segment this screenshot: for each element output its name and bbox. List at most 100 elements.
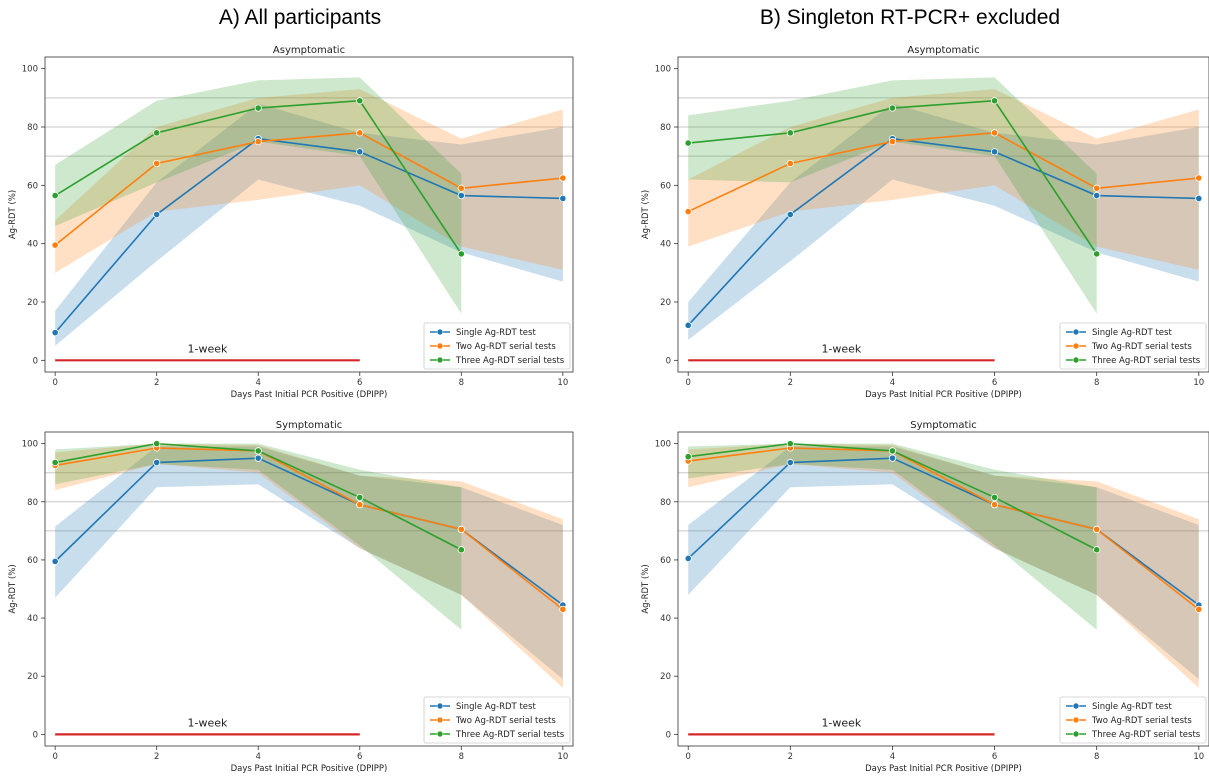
legend-label: Three Ag-RDT serial tests	[1091, 730, 1201, 740]
ci-band-series-1	[55, 103, 563, 346]
legend-swatch-marker	[1072, 716, 1080, 724]
x-tick-label: 4	[256, 752, 261, 762]
legend-label: Three Ag-RDT serial tests	[455, 730, 565, 740]
x-tick-label: 0	[686, 752, 691, 762]
data-point	[786, 440, 794, 448]
legend-swatch-marker	[436, 328, 444, 336]
legend-swatch-marker	[1072, 356, 1080, 364]
x-tick-label: 0	[52, 378, 57, 388]
legend-swatch-marker	[436, 356, 444, 364]
x-tick-label: 0	[52, 752, 57, 762]
ci-band-series-2	[55, 89, 563, 273]
series-line-1	[54, 137, 563, 334]
y-tick-label: 20	[660, 298, 671, 308]
ci-band-series-3	[688, 77, 1097, 314]
x-tick-label: 10	[1193, 752, 1204, 762]
ci-band-series-2	[688, 443, 1199, 688]
legend-label: Three Ag-RDT serial tests	[455, 356, 565, 366]
data-point	[457, 184, 465, 192]
y-tick-label: 0	[666, 730, 671, 740]
x-tick-label: 10	[557, 378, 568, 388]
x-axis-label: Days Past Initial PCR Positive (DPIPP)	[231, 390, 388, 400]
panel-title: Symptomatic	[276, 420, 342, 431]
data-point	[684, 139, 692, 147]
y-tick-label: 100	[22, 440, 38, 450]
legend-label: Two Ag-RDT serial tests	[1091, 716, 1192, 726]
column-title-singleton-excluded: B) Singleton RT-PCR+ excluded	[759, 6, 1061, 29]
x-tick-label: 8	[1094, 378, 1099, 388]
y-tick-label: 40	[27, 614, 38, 624]
y-axis-label: Ag-RDT (%)	[8, 564, 18, 613]
y-tick-label: 100	[655, 440, 671, 450]
x-tick-label: 4	[890, 752, 895, 762]
panel-title: Asymptomatic	[273, 45, 345, 56]
data-point	[153, 129, 161, 137]
data-point	[51, 241, 59, 249]
plot-frame	[677, 56, 1209, 373]
data-point	[684, 207, 692, 216]
x-tick-label: 8	[1094, 752, 1099, 762]
data-point	[356, 501, 364, 509]
ci-band-series-3	[688, 443, 1097, 630]
legend: Single Ag-RDT test Two Ag-RDT serial test…	[423, 696, 571, 744]
legend-box	[1059, 696, 1207, 744]
ci-band-series-3	[55, 77, 462, 314]
x-tick-label: 0	[686, 378, 691, 388]
legend-swatch-marker	[436, 716, 444, 724]
data-point	[786, 210, 794, 219]
data-point	[1093, 191, 1101, 200]
x-tick-label: 2	[788, 378, 793, 388]
y-axis-label: Ag-RDT (%)	[8, 190, 18, 239]
legend-swatch-marker	[436, 342, 444, 350]
one-week-label: 1-week	[188, 342, 228, 355]
data-point	[1093, 184, 1101, 192]
series-line-1	[687, 137, 1199, 326]
y-axis-label: Ag-RDT (%)	[641, 190, 651, 239]
legend: Single Ag-RDT test Two Ag-RDT serial test…	[423, 322, 571, 370]
series-line-2	[55, 447, 564, 610]
y-tick-label: 0	[33, 356, 38, 366]
y-tick-label: 60	[660, 181, 671, 191]
legend-swatch-marker	[1072, 702, 1080, 710]
y-tick-label: 60	[27, 181, 38, 191]
x-tick-label: 4	[890, 378, 895, 388]
legend-swatch-marker	[1072, 730, 1080, 738]
x-tick-label: 4	[256, 378, 261, 388]
y-tick-label: 80	[660, 498, 671, 508]
legend-box	[423, 696, 571, 744]
y-tick-label: 40	[660, 240, 671, 250]
legend-label: Two Ag-RDT serial tests	[455, 342, 556, 352]
data-point	[684, 321, 692, 329]
ci-band-series-2	[55, 443, 563, 688]
data-point	[254, 454, 262, 462]
x-axis-label: Days Past Initial PCR Positive (DPIPP)	[865, 390, 1022, 400]
y-tick-label: 40	[660, 614, 671, 624]
data-point	[457, 525, 465, 533]
data-point	[356, 129, 364, 137]
plot-frame	[44, 431, 574, 747]
x-tick-label: 2	[788, 752, 793, 762]
data-point	[1195, 605, 1203, 613]
data-point	[559, 174, 567, 182]
legend-label: Single Ag-RDT test	[1092, 328, 1172, 338]
y-tick-label: 20	[27, 298, 38, 308]
data-point	[153, 458, 161, 467]
data-point	[356, 493, 364, 502]
data-point	[457, 191, 465, 200]
data-point	[356, 97, 364, 105]
data-point	[1195, 194, 1203, 203]
data-point	[888, 454, 897, 462]
x-tick-label: 2	[154, 378, 159, 388]
data-point	[888, 447, 897, 455]
x-tick-label: 8	[459, 752, 464, 762]
y-tick-label: 80	[660, 123, 671, 133]
x-tick-label: 2	[154, 752, 159, 762]
y-tick-label: 0	[666, 356, 671, 366]
plot-frame	[44, 56, 574, 373]
x-tick-label: 6	[992, 752, 997, 762]
y-axis-label: Ag-RDT (%)	[641, 564, 651, 613]
data-point	[1093, 546, 1101, 554]
legend-swatch-marker	[436, 702, 444, 710]
